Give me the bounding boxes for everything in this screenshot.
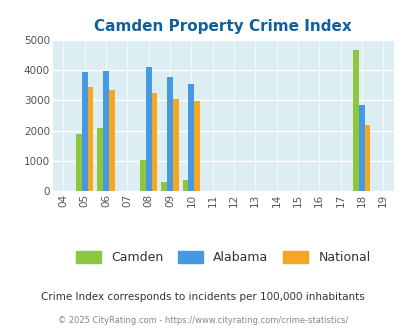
Bar: [76, 134, 82, 191]
Bar: [109, 90, 115, 191]
Legend: Camden, Alabama, National: Camden, Alabama, National: [71, 246, 375, 270]
Bar: [82, 72, 87, 191]
Bar: [194, 101, 200, 191]
Text: © 2025 CityRating.com - https://www.cityrating.com/crime-statistics/: © 2025 CityRating.com - https://www.city…: [58, 315, 347, 325]
Bar: [182, 180, 188, 191]
Bar: [188, 84, 194, 191]
Bar: [161, 182, 167, 191]
Bar: [145, 67, 151, 191]
Title: Camden Property Crime Index: Camden Property Crime Index: [94, 19, 351, 34]
Text: Crime Index corresponds to incidents per 100,000 inhabitants: Crime Index corresponds to incidents per…: [41, 292, 364, 302]
Bar: [97, 128, 103, 191]
Bar: [173, 99, 178, 191]
Bar: [167, 77, 173, 191]
Bar: [87, 87, 93, 191]
Bar: [364, 125, 370, 191]
Bar: [352, 50, 358, 191]
Bar: [140, 159, 145, 191]
Bar: [103, 72, 109, 191]
Bar: [358, 105, 364, 191]
Bar: [151, 93, 157, 191]
